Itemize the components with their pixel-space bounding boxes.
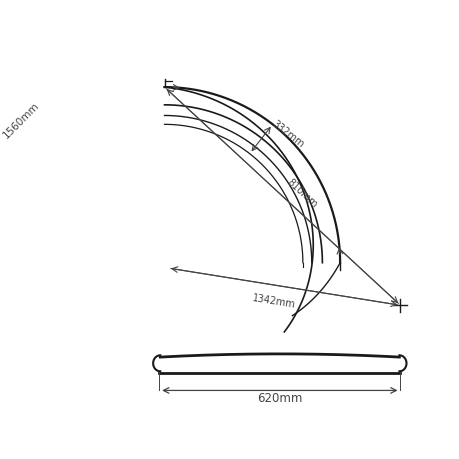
Text: 1342mm: 1342mm xyxy=(251,292,295,309)
Text: 1560mm: 1560mm xyxy=(1,101,41,140)
Text: 620mm: 620mm xyxy=(257,391,302,404)
Text: 810mm: 810mm xyxy=(284,177,319,210)
Text: 332mm: 332mm xyxy=(269,119,305,150)
